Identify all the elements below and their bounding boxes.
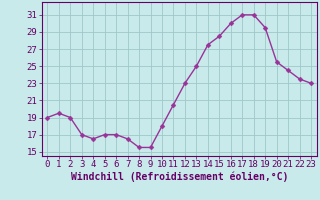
X-axis label: Windchill (Refroidissement éolien,°C): Windchill (Refroidissement éolien,°C) xyxy=(70,172,288,182)
